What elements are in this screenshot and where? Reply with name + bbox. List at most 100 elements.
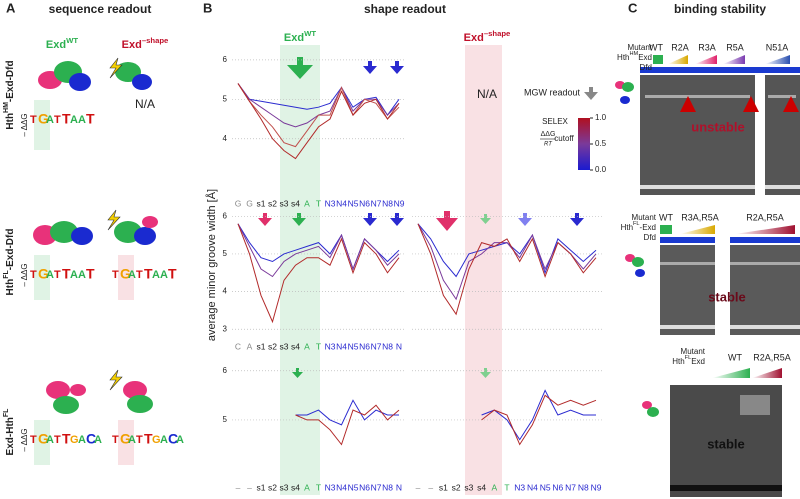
x-tick-label: s1 — [257, 482, 266, 492]
panel-letter: A — [6, 0, 16, 15]
logo-letter: G — [70, 434, 79, 446]
ddg-label: – ΔΔG — [20, 113, 29, 136]
x-tick-label: N4 — [336, 341, 347, 351]
x-tick-label: N4 — [527, 482, 538, 492]
x-tick-label: s2 — [268, 198, 277, 208]
x-tick-label: s3 — [280, 198, 289, 208]
x-tick-label: s3 — [464, 482, 473, 492]
x-tick-label: – — [247, 482, 252, 492]
logo-letter: A — [128, 269, 136, 281]
y-tick-label: 6 — [223, 55, 228, 64]
lane-label: N51A — [766, 42, 789, 52]
x-tick-label: T — [316, 198, 321, 208]
label-sup: –shape — [142, 36, 169, 45]
x-tick-label: – — [428, 482, 433, 492]
y-tick-label: 5 — [223, 249, 228, 258]
y-tick-label: 4 — [223, 134, 228, 143]
lane-label: R5A — [726, 42, 744, 52]
label-sup: HM — [3, 102, 10, 113]
shape-highlight — [465, 45, 502, 495]
label-sup: FL — [633, 221, 640, 227]
label: Exd–shape — [464, 29, 511, 44]
x-tick-label: s1 — [439, 482, 448, 492]
na-label: N/A — [135, 97, 155, 111]
lane-label: R2A — [671, 42, 689, 52]
logo-letter: A — [46, 114, 54, 126]
x-tick-label: N7 — [371, 341, 382, 351]
colorbar-fraction: RT — [544, 142, 553, 148]
colorbar-fraction: ΔΔG — [541, 131, 556, 138]
label-rest: -Exd-Dfd — [5, 60, 16, 102]
x-tick-label: s4 — [291, 482, 300, 492]
x-tick-label: A — [304, 341, 310, 351]
series-line — [295, 404, 400, 446]
panel-title: sequence readout — [49, 2, 152, 16]
x-tick-label: s2 — [452, 482, 461, 492]
x-tick-label: A — [304, 482, 310, 492]
x-tick-label: N — [396, 482, 402, 492]
x-tick-label: N8 — [382, 341, 393, 351]
x-tick-label: N6 — [359, 341, 370, 351]
label: HthFL-Exd-Dfd — [3, 229, 16, 296]
logo-letter: T — [168, 266, 177, 282]
logo-letter: T — [144, 266, 153, 282]
logo-letter: A — [70, 269, 78, 281]
logo-letter: A — [160, 269, 168, 281]
logo-letter: A — [94, 434, 102, 446]
label-sup: –shape — [484, 29, 511, 38]
mgw-arrows — [258, 57, 598, 378]
panel-letter: B — [203, 0, 212, 15]
logo-letter: C — [86, 431, 96, 447]
logo-letter: T — [86, 266, 95, 282]
y-tick-label: 3 — [223, 324, 228, 333]
logo-letter: T — [112, 269, 119, 281]
x-tick-label: N9 — [394, 198, 405, 208]
x-tick-label: s4 — [291, 198, 300, 208]
series-line — [417, 223, 597, 301]
x-tick-label: N9 — [591, 482, 602, 492]
mutant-label: Mutant — [681, 347, 706, 356]
x-tick-label: A — [491, 482, 497, 492]
x-tick-label: N3 — [325, 198, 336, 208]
logo-letter: T — [136, 434, 143, 446]
wt-highlight — [280, 45, 320, 495]
label: HthHMExd — [617, 51, 652, 62]
colorbar-suffix: cutoff — [554, 134, 574, 143]
x-tick-label: N5 — [540, 482, 551, 492]
x-tick-label: N7 — [371, 482, 382, 492]
x-tick-label: N7 — [371, 198, 382, 208]
verdict-label: stable — [707, 436, 745, 451]
y-tick-label: 5 — [223, 415, 228, 424]
x-tick-label: s1 — [257, 341, 266, 351]
x-tick-label: N5 — [348, 198, 359, 208]
x-tick-label: T — [504, 482, 509, 492]
label: ExdWT — [46, 36, 78, 51]
mutant-label: Mutant — [632, 213, 657, 222]
lane-label: WT — [659, 212, 673, 222]
logo-letter: A — [46, 434, 54, 446]
label-base: Hth — [617, 53, 629, 62]
logo-letter: G — [38, 431, 49, 447]
logo-letter: A — [78, 114, 86, 126]
x-tick-label: s3 — [280, 482, 289, 492]
logo-letter: A — [78, 269, 86, 281]
series-line — [237, 83, 400, 160]
colorbar-title: SELEX — [542, 117, 568, 126]
series-line — [237, 223, 400, 278]
y-tick-label: 6 — [223, 366, 228, 375]
colorbar-tick-label: 1.0 — [595, 113, 607, 122]
panel-a-cartoons — [33, 57, 158, 465]
label-base: Exd — [122, 39, 142, 51]
colorbar-tick-label: 0.5 — [595, 139, 607, 148]
logo-letter: T — [62, 111, 71, 127]
logo-letter: A — [46, 269, 54, 281]
x-tick-label: N8 — [578, 482, 589, 492]
logo-letter: T — [62, 431, 71, 447]
label-base: Hth — [672, 357, 684, 366]
lane-label: WT — [649, 42, 663, 52]
label: HthFL-Exd — [621, 221, 656, 232]
x-tick-label: C — [235, 341, 241, 351]
logo-letter: G — [120, 431, 131, 447]
x-tick-label: – — [236, 482, 241, 492]
